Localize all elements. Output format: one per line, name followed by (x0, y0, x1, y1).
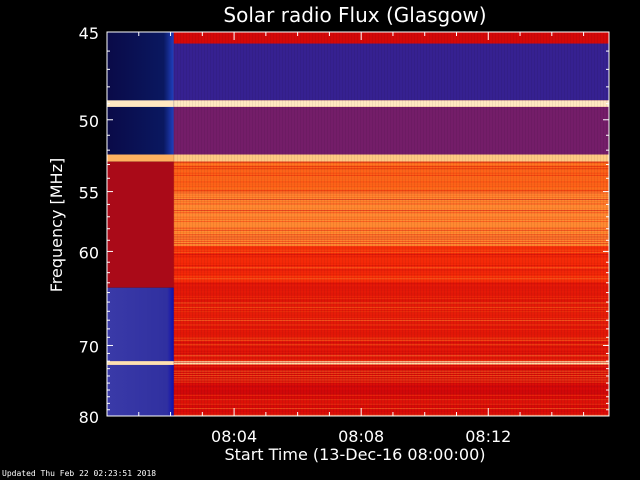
chart-title: Solar radio Flux (Glasgow) (223, 3, 486, 27)
time-striations (173, 32, 610, 416)
footer-update-text: Updated Thu Feb 22 02:23:51 2018 (2, 469, 157, 478)
background-bright-line (107, 361, 174, 365)
y-tick-label: 60 (79, 243, 99, 262)
background-lower (107, 287, 174, 416)
background-bright-line (107, 100, 174, 107)
y-tick-label: 80 (79, 408, 99, 427)
plot-frame (106, 31, 610, 417)
y-tick-label: 70 (79, 337, 99, 356)
plot-area (107, 32, 610, 416)
background-upper (107, 32, 174, 155)
background-red-region (107, 161, 174, 288)
x-tick-label: 08:04 (211, 427, 257, 446)
x-axis-label: Start Time (13-Dec-16 08:00:00) (224, 445, 485, 464)
x-tick-label: 08:12 (465, 427, 511, 446)
y-tick-label: 45 (79, 24, 99, 43)
y-tick-label: 50 (79, 112, 99, 131)
x-tick-label: 08:08 (338, 427, 384, 446)
y-tick-label: 55 (79, 184, 99, 203)
background-bright-line (107, 154, 174, 162)
axes: 45 50 55 60 70 80 08:04 08:08 08:12 (79, 24, 610, 446)
y-axis-label: Frequency [MHz] (47, 158, 66, 292)
